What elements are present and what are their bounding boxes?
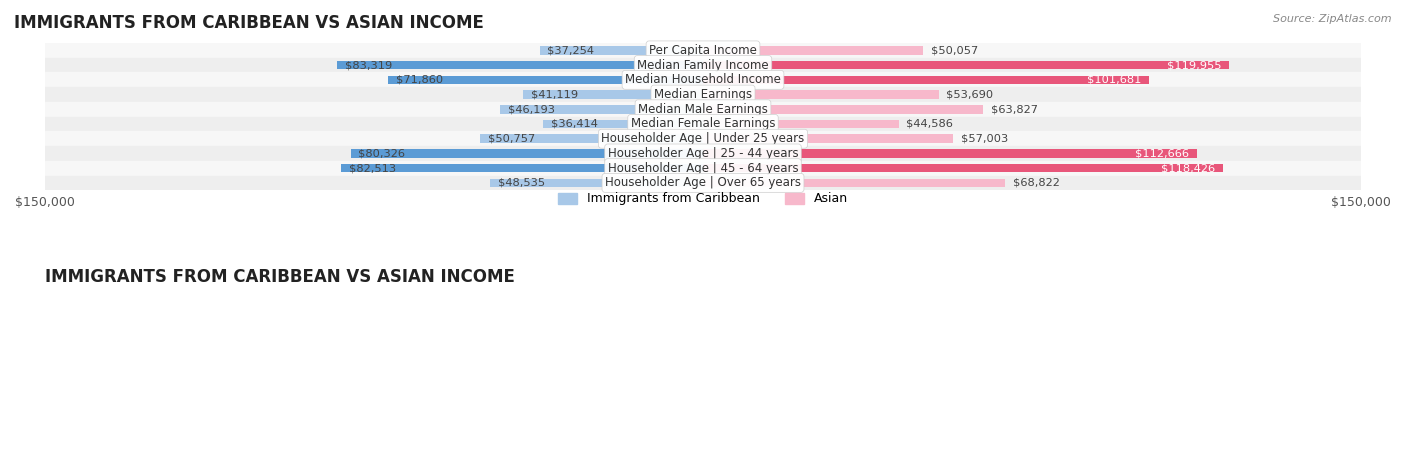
Text: $53,690: $53,690 [946,90,994,99]
Text: Householder Age | 25 - 44 years: Householder Age | 25 - 44 years [607,147,799,160]
Text: Householder Age | 45 - 64 years: Householder Age | 45 - 64 years [607,162,799,175]
Text: Median Family Income: Median Family Income [637,58,769,71]
Bar [45,72,1361,87]
Text: $68,822: $68,822 [1012,178,1060,188]
Text: Householder Age | Under 25 years: Householder Age | Under 25 years [602,132,804,145]
Bar [501,105,703,113]
Bar [45,117,1361,131]
Bar [703,46,922,55]
Text: $50,057: $50,057 [931,45,977,56]
Bar [523,90,703,99]
Text: Per Capita Income: Per Capita Income [650,44,756,57]
Text: IMMIGRANTS FROM CARIBBEAN VS ASIAN INCOME: IMMIGRANTS FROM CARIBBEAN VS ASIAN INCOM… [45,268,515,286]
Text: Householder Age | Over 65 years: Householder Age | Over 65 years [605,177,801,190]
Bar [388,76,703,84]
Bar [703,134,953,143]
Text: $50,757: $50,757 [488,134,536,144]
Text: $101,681: $101,681 [1087,75,1142,85]
Bar [45,146,1361,161]
Text: $63,827: $63,827 [991,104,1038,114]
Bar [703,149,1198,158]
Bar [45,43,1361,58]
Text: $118,426: $118,426 [1160,163,1215,173]
Bar [342,164,703,172]
Legend: Immigrants from Caribbean, Asian: Immigrants from Caribbean, Asian [553,187,853,211]
Text: Median Female Earnings: Median Female Earnings [631,118,775,130]
Bar [703,61,1229,70]
Bar [703,164,1223,172]
Bar [491,178,703,187]
Bar [703,90,939,99]
Bar [45,176,1361,190]
Text: $112,666: $112,666 [1136,149,1189,158]
Text: $44,586: $44,586 [907,119,953,129]
Text: $48,535: $48,535 [498,178,546,188]
Text: IMMIGRANTS FROM CARIBBEAN VS ASIAN INCOME: IMMIGRANTS FROM CARIBBEAN VS ASIAN INCOM… [14,14,484,32]
Bar [703,105,983,113]
Text: Median Earnings: Median Earnings [654,88,752,101]
Bar [45,161,1361,176]
Bar [45,102,1361,117]
Bar [45,131,1361,146]
Bar [350,149,703,158]
Text: Median Male Earnings: Median Male Earnings [638,103,768,116]
Text: $119,955: $119,955 [1167,60,1222,70]
Text: $37,254: $37,254 [547,45,595,56]
Bar [540,46,703,55]
Bar [543,120,703,128]
Bar [703,120,898,128]
Text: $57,003: $57,003 [960,134,1008,144]
Bar [703,76,1149,84]
Text: $36,414: $36,414 [551,119,598,129]
Text: $83,319: $83,319 [346,60,392,70]
Text: $82,513: $82,513 [349,163,396,173]
Text: Median Household Income: Median Household Income [626,73,780,86]
Bar [45,58,1361,72]
Bar [45,87,1361,102]
Text: $46,193: $46,193 [508,104,555,114]
Bar [337,61,703,70]
Text: Source: ZipAtlas.com: Source: ZipAtlas.com [1274,14,1392,24]
Bar [703,178,1005,187]
Bar [481,134,703,143]
Text: $80,326: $80,326 [359,149,405,158]
Text: $41,119: $41,119 [530,90,578,99]
Text: $71,860: $71,860 [395,75,443,85]
